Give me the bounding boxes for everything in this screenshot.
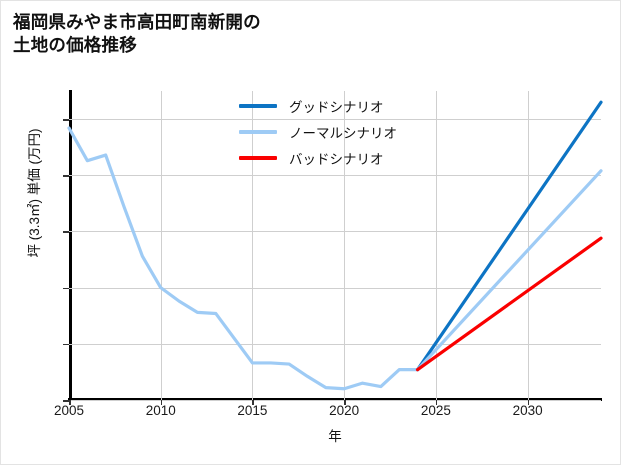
x-tick-label: 2010 [145, 403, 176, 418]
y-gridline [69, 343, 601, 345]
x-tick-label: 2005 [53, 403, 85, 418]
legend-item[interactable]: バッドシナリオ [239, 145, 469, 171]
x-tick-mark [344, 400, 346, 405]
x-tick-label: 2020 [329, 403, 360, 418]
x-tick-mark [252, 400, 255, 405]
y-gridline [69, 175, 601, 177]
y-gridline [69, 231, 601, 233]
y-gridline [69, 287, 601, 289]
x-tick-mark [527, 400, 530, 405]
y-tick-mark [63, 400, 69, 402]
x-gridline [527, 91, 529, 400]
legend-color-swatch [239, 156, 277, 160]
chart-legend: グッドシナリオ ノーマルシナリオ バッドシナリオ [239, 93, 469, 171]
y-tick-mark [63, 343, 69, 346]
legend-item[interactable]: グッドシナリオ [239, 93, 469, 119]
y-gridline [69, 400, 601, 401]
y-tick-mark [63, 175, 69, 177]
y-tick-mark [63, 119, 69, 121]
page-title: 福岡県みやま市高田町南新開の 土地の価格推移 [13, 12, 261, 56]
x-axis-spine [68, 398, 602, 401]
legend-item-label: ノーマルシナリオ [289, 126, 397, 141]
x-tick-mark [160, 400, 163, 405]
y-axis-label: 坪 (3.3㎡) 単価 (万円) [27, 128, 42, 258]
x-tick-label: 2015 [237, 403, 268, 418]
x-tick-mark [69, 400, 71, 405]
y-tick-mark [63, 231, 69, 234]
x-gridline [160, 91, 162, 400]
x-axis-label: 年 [328, 429, 342, 444]
legend-color-swatch [239, 130, 277, 134]
legend-color-swatch [239, 104, 277, 108]
legend-item-label: バッドシナリオ [289, 152, 384, 167]
y-gridline [69, 119, 601, 121]
x-tick-label: 2030 [512, 403, 543, 418]
x-tick-mark [435, 400, 438, 405]
legend-item-label: グッドシナリオ [289, 100, 384, 115]
legend-item[interactable]: ノーマルシナリオ [239, 119, 469, 145]
y-tick-mark [63, 287, 69, 290]
x-tick-label: 2025 [420, 403, 451, 418]
